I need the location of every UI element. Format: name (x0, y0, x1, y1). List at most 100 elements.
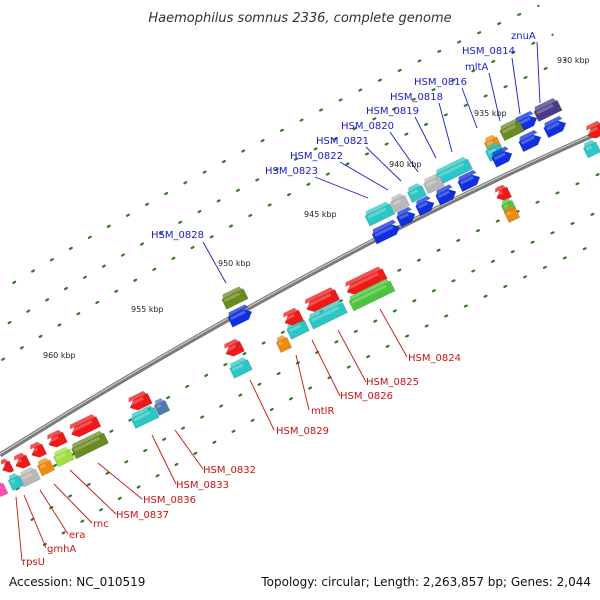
gene-znuA (533, 98, 563, 123)
gene-label-HSM_0823[interactable]: HSM_0823 (265, 166, 318, 177)
gene-HSM_0833-shine (133, 410, 151, 422)
gene-label-HSM_0828[interactable]: HSM_0828 (151, 230, 204, 241)
gene-era-shine (31, 447, 39, 453)
gene-label-HSM_0814[interactable]: HSM_0814 (462, 46, 515, 57)
leader-line-0 (536, 41, 541, 104)
gene-fwd-edge-body (582, 141, 600, 159)
gene-HSM_0832-shine (129, 396, 144, 406)
gene-label-rpsU[interactable]: rpsU (22, 557, 45, 568)
leader-line-8 (339, 161, 389, 191)
gene-rpsU-b (0, 458, 15, 473)
gene-HSM_0824-top (345, 266, 382, 287)
gene-HSM_0836-shine (71, 420, 93, 433)
gene-gmhA-b-body (15, 454, 32, 469)
gene-HSM_0818-shine (437, 162, 465, 178)
gene-label-mltA[interactable]: mltA (465, 62, 488, 73)
gene-fwd-2 (518, 129, 542, 153)
gene-label-HSM_0819[interactable]: HSM_0819 (366, 106, 419, 117)
gene-label-mtlR[interactable]: mtlR (311, 406, 334, 417)
gene-HSM_0837-b-shine (55, 452, 67, 460)
gene-HSM_0823-top (372, 219, 397, 234)
tick-label-945: 945 kbp (304, 210, 337, 219)
gene-HSM_0833-body (130, 406, 160, 430)
gene-label-HSM_0837[interactable]: HSM_0837 (116, 510, 169, 521)
gene-HSM_0837-b-body (53, 448, 75, 468)
gene-label-HSM_0816[interactable]: HSM_0816 (414, 77, 467, 88)
tick-marks (0, 4, 600, 547)
gene-HSM_0816-a-top (485, 134, 496, 143)
gene-HSM_0828-shine (230, 310, 246, 321)
gene-label-HSM_0822[interactable]: HSM_0822 (290, 151, 343, 162)
gene-label-rnc[interactable]: rnc (93, 519, 109, 530)
gene-HSM_0832-top (128, 390, 147, 403)
gene-rpsU-shine (10, 478, 16, 484)
gene-label-HSM_0825[interactable]: HSM_0825 (366, 377, 419, 388)
leader-line-12 (337, 329, 367, 383)
gene-HSM_0823 (371, 219, 400, 245)
gene-HSM_0825-body (306, 289, 341, 313)
gene-HSM_0826-b-shine (288, 324, 301, 333)
gene-edge-pink-body (0, 482, 9, 498)
gene-fwd-4 (457, 169, 481, 193)
gene-fwd-5-shine (437, 190, 450, 199)
gene-HSM_0826-shine (310, 306, 340, 323)
gene-gmhA-b (14, 452, 32, 469)
gene-HSM_0826 (308, 300, 348, 330)
gene-era-b-top (38, 457, 49, 466)
leader-line-23 (15, 496, 23, 562)
gene-HSM_0837-b-top (54, 446, 69, 457)
gene-small-orange-top (505, 205, 515, 213)
gene-HSM_0828 (227, 304, 253, 328)
gene-mltA (499, 118, 525, 142)
leader-line-21 (39, 489, 69, 535)
gene-HSM_0820 (406, 183, 428, 203)
gene-fwd-3-body (491, 150, 513, 168)
leader-line-10 (202, 241, 227, 284)
gene-rpsU (7, 473, 25, 491)
gene-label-HSM_0833[interactable]: HSM_0833 (176, 480, 229, 491)
gene-fwd-5 (435, 184, 457, 206)
gene-znuA-body (533, 99, 563, 123)
gene-HSM_0828-top (228, 304, 249, 317)
gene-label-HSM_0832[interactable]: HSM_0832 (203, 465, 256, 476)
gene-label-HSM_0836[interactable]: HSM_0836 (143, 495, 196, 506)
tick-label-955: 955 kbp (131, 305, 164, 314)
gene-label-HSM_0820[interactable]: HSM_0820 (341, 121, 394, 132)
gene-label-era[interactable]: era (69, 530, 85, 541)
gene-HSM_0822-top (365, 201, 390, 216)
leader-line-20 (53, 483, 93, 524)
gene-HSM_0825 (305, 287, 341, 313)
leader-line-13 (311, 339, 341, 397)
gene-HSM_0824-b-body (348, 280, 396, 312)
gene-HSM_0829-top (224, 338, 239, 349)
leader-line-5 (414, 116, 437, 159)
gene-HSM_0823-body (371, 224, 400, 245)
gene-mtlR (283, 307, 304, 326)
label-leader-lines (15, 41, 541, 562)
gene-HSM_0837-b (53, 446, 75, 468)
gene-small-orange (503, 205, 521, 223)
gene-mltA-top (500, 118, 519, 131)
gene-era-body (31, 443, 48, 458)
gene-label-HSM_0829[interactable]: HSM_0829 (276, 426, 329, 437)
gene-HSM_0829-shine (225, 344, 237, 352)
gene-label-HSM_0821[interactable]: HSM_0821 (316, 136, 369, 147)
gene-fwd-6-top (416, 195, 431, 206)
gene-label-HSM_0818[interactable]: HSM_0818 (390, 92, 443, 103)
gene-mtlR-shine (284, 313, 296, 321)
leader-line-17 (151, 434, 177, 485)
gene-fwd-1-body (543, 120, 567, 139)
gene-HSM_0828-a (221, 286, 249, 310)
gene-HSM_0828-a-top (222, 286, 243, 299)
gene-label-znuA[interactable]: znuA (511, 31, 536, 42)
gene-label-HSM_0826[interactable]: HSM_0826 (340, 391, 393, 402)
gene-edge-pink-shine (0, 485, 2, 490)
gene-rpsU-body (7, 475, 25, 491)
gene-HSM_0822-body (364, 203, 396, 227)
gene-HSM_0828-body (227, 309, 253, 328)
gene-label-gmhA[interactable]: gmhA (47, 544, 76, 555)
gene-HSM_0826-body (308, 302, 348, 330)
gene-HSM_0829-b (229, 357, 253, 379)
gene-label-HSM_0824[interactable]: HSM_0824 (408, 353, 461, 364)
